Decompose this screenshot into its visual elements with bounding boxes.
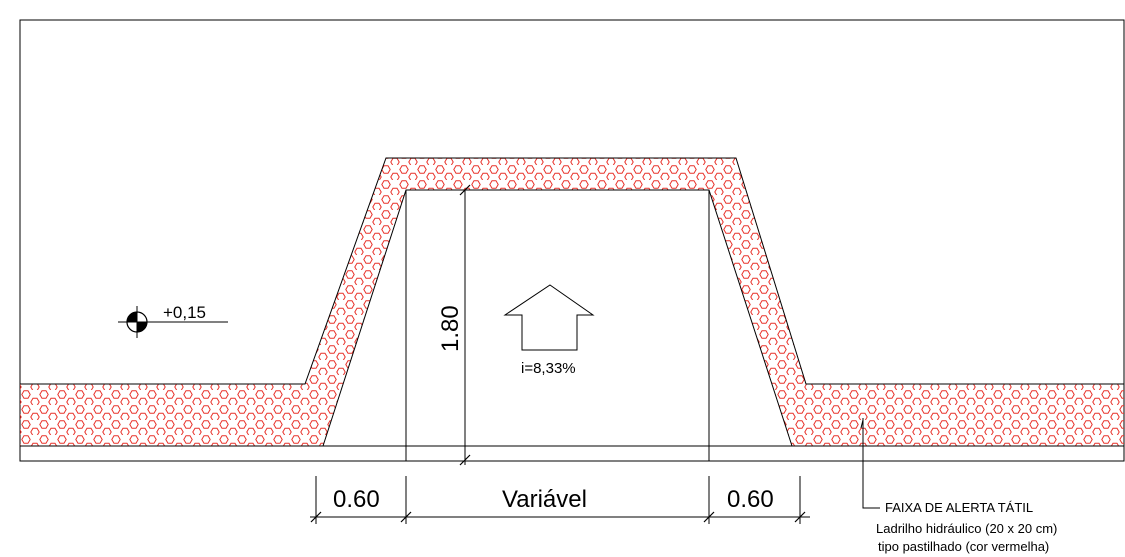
slope-label: i=8,33% — [521, 360, 576, 377]
ramp-inner-outline — [322, 189, 793, 447]
dimension-ramp-width: Variável — [502, 486, 587, 513]
note-title: FAIXA DE ALERTA TÁTIL — [885, 500, 1033, 515]
drawing-frame — [19, 19, 1125, 462]
note-line-2: tipo pastilhado (cor vermelha) — [878, 539, 1049, 554]
dimension-right-flare: 0.60 — [727, 486, 774, 513]
tactile-strip-outline — [20, 157, 1124, 385]
dimension-left-flare: 0.60 — [333, 486, 380, 513]
note-leader — [860, 418, 880, 509]
width-dimension-chain — [310, 476, 810, 524]
height-dimension: 1.80 — [437, 184, 471, 466]
level-datum-icon — [118, 306, 228, 338]
note-line-1: Ladrilho hidráulico (20 x 20 cm) — [876, 521, 1057, 536]
height-dimension-label: 1.80 — [437, 305, 464, 352]
tactile-warning-strip — [20, 158, 1124, 446]
level-mark-label: +0,15 — [163, 303, 206, 322]
up-arrow-icon — [503, 284, 595, 351]
